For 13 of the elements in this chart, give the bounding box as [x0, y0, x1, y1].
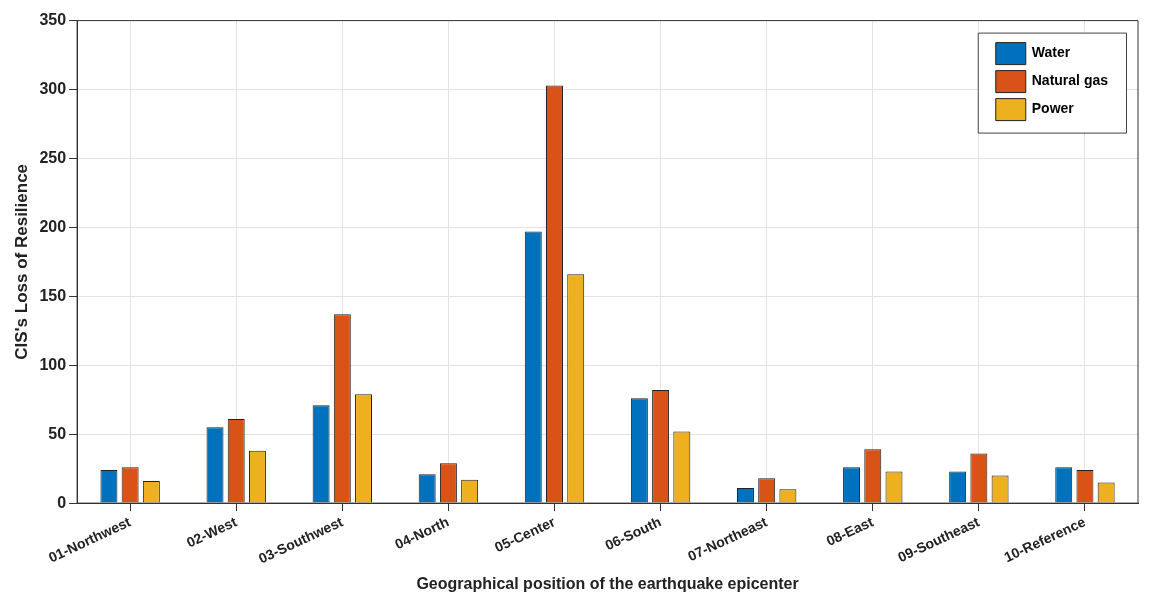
y-tick-label: 0 — [57, 493, 67, 511]
legend-label: Water — [1031, 44, 1071, 61]
y-tick-label: 350 — [39, 11, 67, 29]
legend-label: Power — [1031, 100, 1075, 117]
y-axis-title: CIS's Loss of Resilience — [11, 163, 31, 360]
legend-label: Natural gas — [1031, 72, 1109, 89]
y-tick-label: 50 — [48, 424, 67, 442]
y-tick-label: 200 — [39, 217, 67, 235]
x-axis-title: Geographical position of the earthquake epicenter — [416, 574, 799, 592]
y-tick-label: 100 — [39, 355, 67, 373]
y-tick-label: 250 — [39, 148, 67, 166]
y-tick-label: 150 — [39, 286, 67, 304]
y-tick-label: 300 — [39, 79, 67, 97]
